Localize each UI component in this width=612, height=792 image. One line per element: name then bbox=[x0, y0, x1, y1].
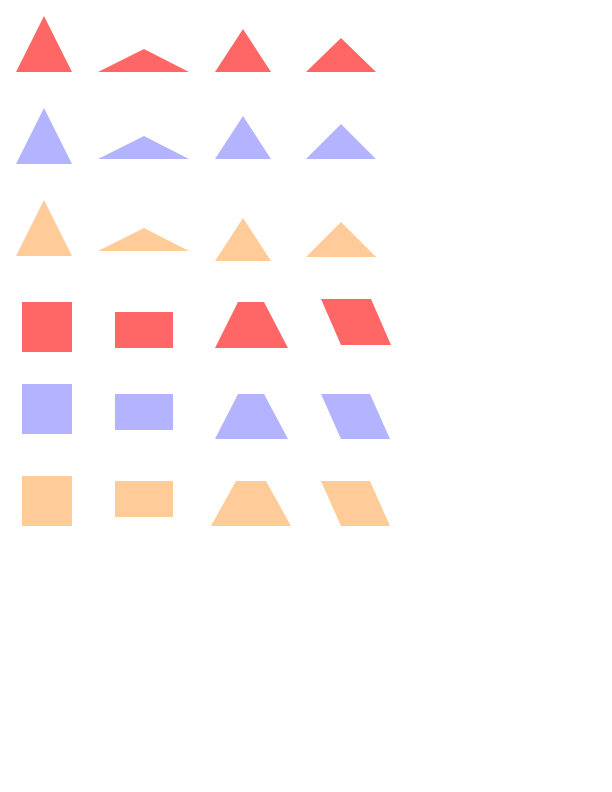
blue-rectangle-shape bbox=[115, 394, 173, 430]
red-parallelogram-shape bbox=[321, 299, 391, 345]
orange-square-shape bbox=[22, 476, 72, 526]
orange-obtuse-triangle-shape bbox=[306, 222, 376, 257]
blue-trapezoid-shape bbox=[215, 394, 288, 439]
shape-row-orange-triangles bbox=[16, 200, 376, 261]
orange-parallelogram-shape bbox=[321, 481, 390, 526]
orange-isosceles-triangle-shape bbox=[215, 218, 271, 261]
shape-row-red-triangles bbox=[16, 16, 376, 72]
blue-parallelogram-shape bbox=[321, 394, 390, 439]
shape-row-blue-quadrilaterals bbox=[22, 384, 390, 439]
red-rectangle-shape bbox=[115, 312, 173, 348]
orange-equilateral-triangle-shape bbox=[16, 200, 72, 256]
red-obtuse-triangle-shape bbox=[98, 49, 189, 72]
red-square-shape bbox=[22, 302, 72, 352]
red-equilateral-triangle-shape bbox=[16, 16, 72, 72]
red-obtuse-triangle-shape bbox=[306, 38, 376, 72]
red-trapezoid-shape bbox=[215, 302, 288, 348]
blue-isosceles-triangle-shape bbox=[215, 116, 271, 159]
shape-row-orange-quadrilaterals bbox=[22, 476, 390, 526]
shape-row-blue-triangles bbox=[16, 108, 376, 164]
orange-obtuse-triangle-shape bbox=[98, 228, 189, 251]
orange-trapezoid-shape bbox=[211, 481, 291, 526]
shape-row-red-quadrilaterals bbox=[22, 299, 391, 352]
blue-equilateral-triangle-shape bbox=[16, 108, 72, 164]
blue-obtuse-triangle-shape bbox=[306, 124, 376, 159]
red-isosceles-triangle-shape bbox=[215, 29, 271, 72]
orange-rectangle-shape bbox=[115, 481, 173, 517]
blue-obtuse-triangle-shape bbox=[98, 136, 189, 159]
blue-square-shape bbox=[22, 384, 72, 434]
